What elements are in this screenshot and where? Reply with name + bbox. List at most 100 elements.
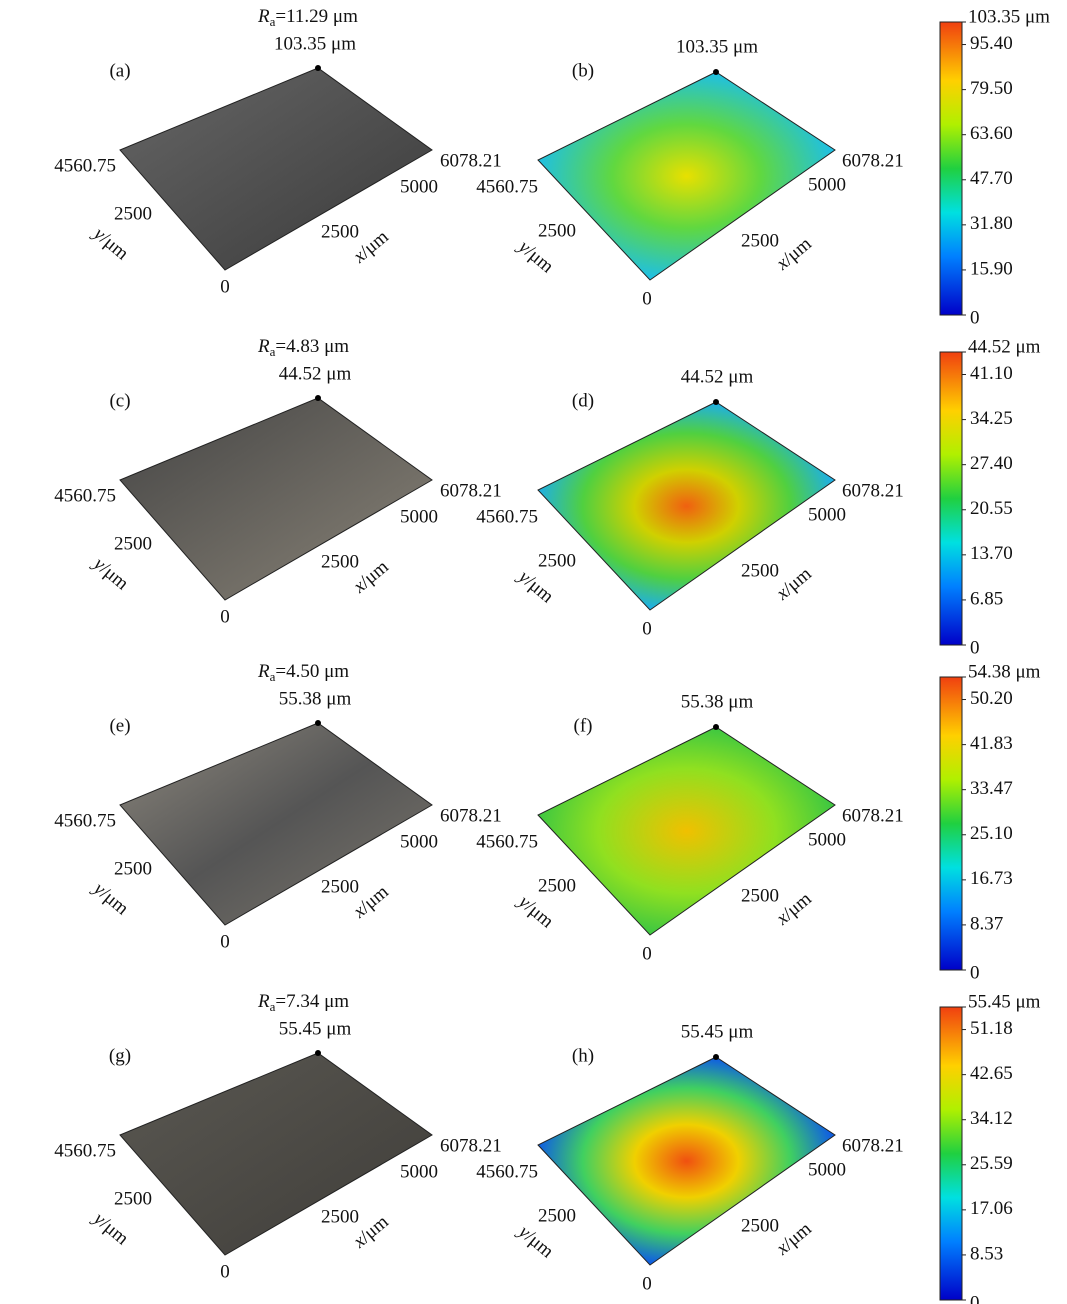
roughness-part: R [257, 6, 270, 27]
colorbar-max: 54.38 μm [968, 661, 1041, 682]
axis-tick-label: 2500 [321, 221, 359, 242]
axis-title: y/μm [88, 552, 133, 594]
axis-tick-label: 2500 [321, 876, 359, 897]
axis-tick-label: 4560.75 [476, 176, 538, 197]
axis-tick-label: 4560.75 [476, 831, 538, 852]
colorbar-tick-label: 41.10 [970, 363, 1013, 384]
colorbar-tick-label: 34.12 [970, 1108, 1013, 1129]
axis-tick-label: 4560.75 [54, 485, 116, 506]
colorbar-tick-label: 34.25 [970, 408, 1013, 429]
axis-tick-label: 6078.21 [842, 1135, 904, 1156]
axis-tick-label: 5000 [400, 506, 438, 527]
colorbar-tick-label: 0 [970, 637, 980, 658]
colorbar-tick-label: 0 [970, 962, 980, 983]
colorbar [940, 22, 962, 315]
roughness-part: =7.34 μm [275, 991, 349, 1012]
axis-tick-label: 2500 [114, 203, 152, 224]
peak-marker [315, 65, 321, 71]
colorbar-tick-label: 47.70 [970, 168, 1013, 189]
height-label: 55.45 μm [279, 1018, 352, 1039]
colorbar-tick-label: 13.70 [970, 543, 1013, 564]
axis-tick-label: 4560.75 [54, 810, 116, 831]
axis-title: y/μm [513, 235, 558, 277]
colorbar-max: 103.35 μm [968, 6, 1050, 27]
colorbar-tick-label: 16.73 [970, 868, 1013, 889]
peak-marker [713, 69, 719, 75]
colorbar-max: 44.52 μm [968, 336, 1041, 357]
axis-title: y/μm [513, 1220, 558, 1262]
axis-tick-label: 6078.21 [440, 805, 502, 826]
panel-label: (a) [109, 60, 130, 81]
axis-tick-label: 5000 [808, 829, 846, 850]
axis-tick-label: 4560.75 [54, 155, 116, 176]
axis-tick-label: 4560.75 [54, 1140, 116, 1161]
axis-tick-label: 4560.75 [476, 1161, 538, 1182]
figure: Ra=11.29 μm(a)103.35 μm4560.756078.21500… [0, 0, 1067, 1304]
axis-title: y/μm [513, 890, 558, 932]
colorbar-tick-label: 33.47 [970, 778, 1013, 799]
roughness-label: Ra=4.50 μm [257, 661, 349, 684]
peak-marker [315, 720, 321, 726]
colorbar-tick-label: 31.80 [970, 213, 1013, 234]
colorbar [940, 352, 962, 645]
axis-tick-label: 2500 [538, 220, 576, 241]
axis-tick-label: 0 [220, 276, 230, 297]
height-label: 44.52 μm [279, 363, 352, 384]
axis-tick-label: 0 [642, 1273, 652, 1294]
axis-tick-label: 2500 [538, 550, 576, 571]
height-label: 55.38 μm [279, 688, 352, 709]
roughness-label: Ra=7.34 μm [257, 991, 349, 1014]
colorbar-tick-label: 51.18 [970, 1018, 1013, 1039]
axis-tick-label: 6078.21 [440, 480, 502, 501]
axis-tick-label: 5000 [400, 831, 438, 852]
axis-tick-label: 2500 [741, 560, 779, 581]
axis-tick-label: 6078.21 [440, 150, 502, 171]
panel-label: (f) [574, 715, 593, 736]
colorbar-tick-label: 95.40 [970, 33, 1013, 54]
height-label: 55.45 μm [681, 1021, 754, 1042]
axis-tick-label: 2500 [321, 1206, 359, 1227]
axis-tick-label: 6078.21 [842, 480, 904, 501]
panel-label: (b) [572, 60, 594, 81]
height-label: 44.52 μm [681, 366, 754, 387]
axis-tick-label: 0 [642, 288, 652, 309]
colorbar-tick-label: 8.37 [970, 913, 1003, 934]
roughness-part: R [257, 991, 270, 1012]
colorbar-tick-label: 27.40 [970, 453, 1013, 474]
colorbar-tick-label: 63.60 [970, 123, 1013, 144]
axis-tick-label: 2500 [114, 533, 152, 554]
colorbar-tick-label: 20.55 [970, 498, 1013, 519]
axis-tick-label: 6078.21 [842, 805, 904, 826]
colorbar-tick-label: 17.06 [970, 1198, 1013, 1219]
colorbar-tick-label: 0 [970, 1292, 980, 1304]
roughness-part: =4.83 μm [275, 336, 349, 357]
panel-label: (h) [572, 1045, 594, 1066]
roughness-part: R [257, 336, 270, 357]
colorbar-tick-label: 50.20 [970, 688, 1013, 709]
height-label: 103.35 μm [274, 33, 356, 54]
peak-marker [315, 395, 321, 401]
axis-tick-label: 2500 [538, 1205, 576, 1226]
roughness-part: =4.50 μm [275, 661, 349, 682]
panel-label: (g) [109, 1045, 131, 1066]
axis-tick-label: 2500 [114, 1188, 152, 1209]
colorbar-tick-label: 6.85 [970, 588, 1003, 609]
axis-tick-label: 5000 [400, 176, 438, 197]
colorbar-tick-label: 25.10 [970, 823, 1013, 844]
axis-tick-label: 2500 [741, 230, 779, 251]
panel-label: (c) [109, 390, 130, 411]
height-label: 55.38 μm [681, 691, 754, 712]
axis-title: y/μm [513, 565, 558, 607]
axis-tick-label: 5000 [808, 1159, 846, 1180]
roughness-label: Ra=11.29 μm [257, 6, 358, 29]
axis-title: y/μm [88, 1207, 133, 1249]
axis-title: y/μm [88, 877, 133, 919]
colorbar-tick-label: 15.90 [970, 258, 1013, 279]
colorbar-tick-label: 25.59 [970, 1153, 1013, 1174]
colorbar-tick-label: 42.65 [970, 1063, 1013, 1084]
axis-tick-label: 2500 [538, 875, 576, 896]
roughness-part: =11.29 μm [275, 6, 358, 27]
axis-tick-label: 5000 [400, 1161, 438, 1182]
colorbar-max: 55.45 μm [968, 991, 1041, 1012]
colorbar-tick-label: 8.53 [970, 1243, 1003, 1264]
